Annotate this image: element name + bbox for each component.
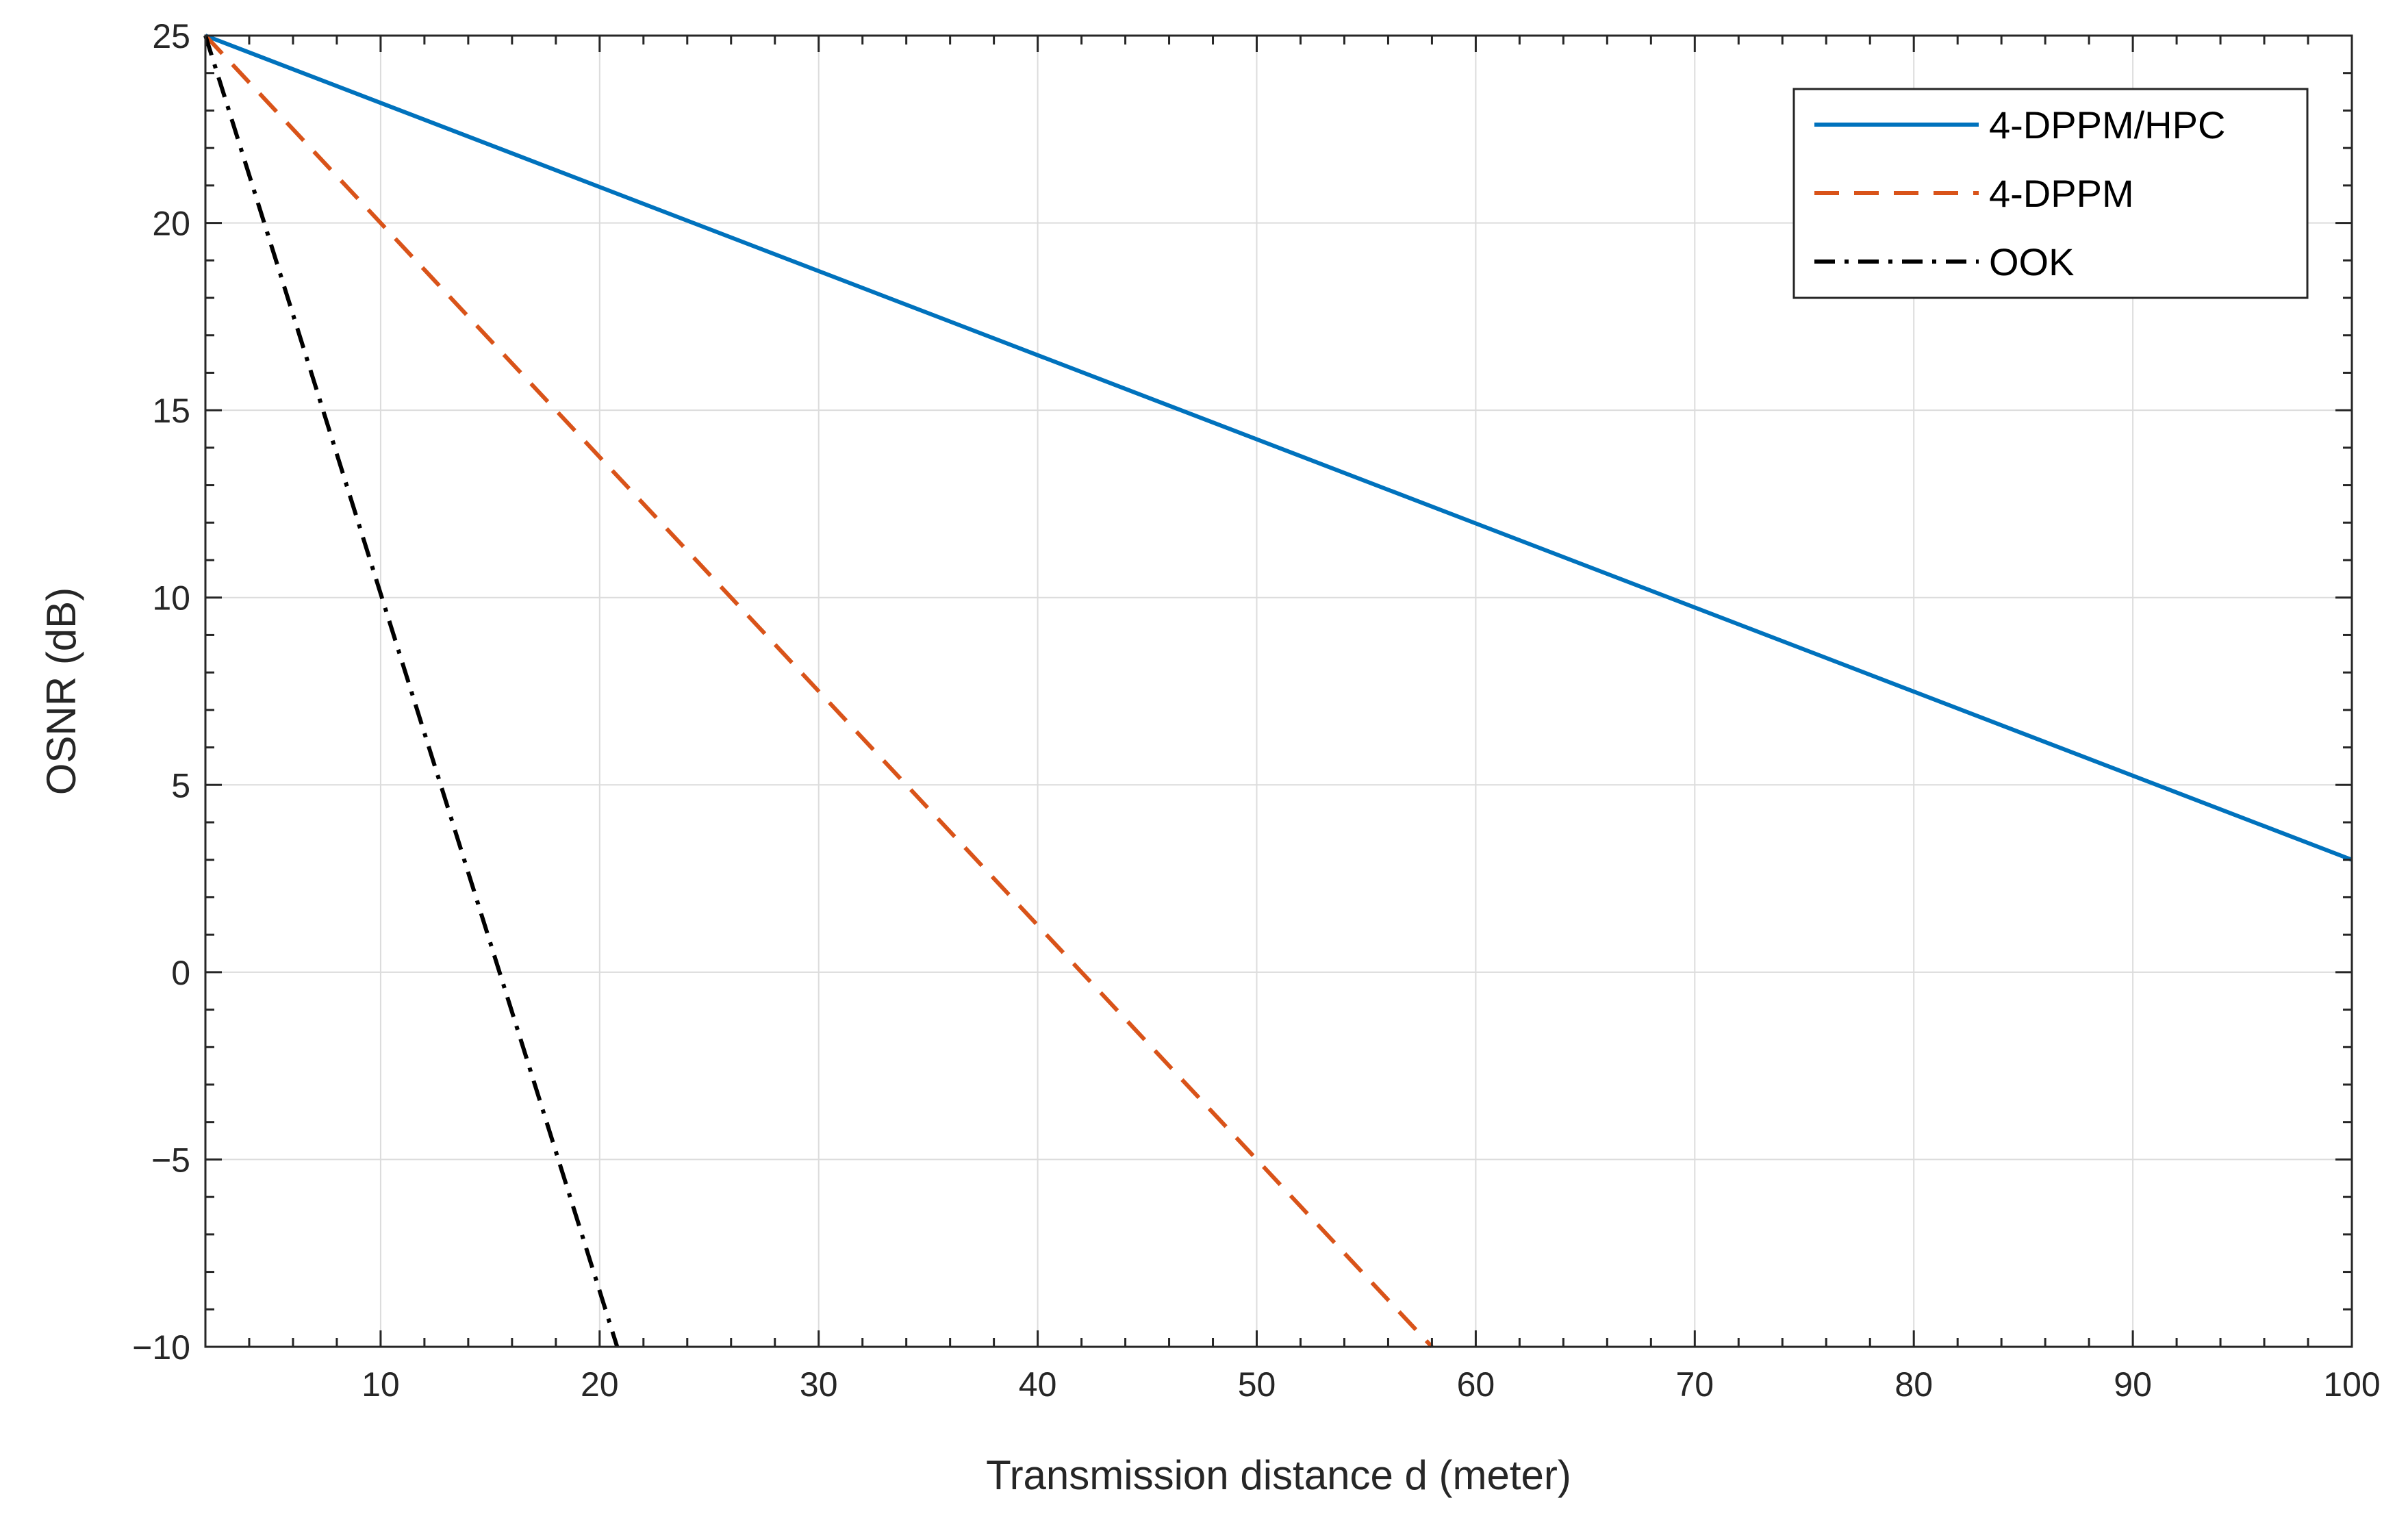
- x-tick-label-40: 40: [1019, 1365, 1057, 1404]
- legend-label-4-dppm-hpc: 4-DPPM/HPC: [1989, 103, 2225, 147]
- y-tick-label-minus-10: −10: [132, 1328, 190, 1367]
- x-tick-label-70: 70: [1675, 1365, 1714, 1404]
- x-tick-label-60: 60: [1457, 1365, 1495, 1404]
- legend: 4-DPPM/HPC 4-DPPM OOK: [1792, 88, 2309, 299]
- x-tick-label-10: 10: [362, 1365, 400, 1404]
- series-line-4-dppm-hpc: [204, 34, 2353, 862]
- y-tick-labels: −10 −5 0 5 10 15 20 25: [132, 17, 190, 1367]
- y-tick-label-minus-5: −5: [151, 1141, 190, 1179]
- x-tick-label-90: 90: [2114, 1365, 2152, 1404]
- plot-frame: [204, 34, 2353, 1348]
- y-axis-label: OSNR (dB): [38, 587, 84, 795]
- legend-box: [1792, 88, 2309, 299]
- y-tick-label-20: 20: [152, 205, 190, 243]
- y-tick-label-15: 15: [152, 392, 190, 430]
- x-tick-label-50: 50: [1238, 1365, 1276, 1404]
- series-line-ook: [203, 35, 620, 1347]
- x-tick-labels: 10 20 30 40 50 60 70 80 90 100: [362, 1365, 2381, 1404]
- x-tick-label-100: 100: [2323, 1365, 2380, 1404]
- x-tick-label-30: 30: [800, 1365, 838, 1404]
- x-tick-label-20: 20: [581, 1365, 619, 1404]
- y-tick-label-0: 0: [171, 954, 190, 992]
- y-tick-label-5: 5: [171, 766, 190, 805]
- axis-ticks: [204, 34, 2353, 1348]
- y-tick-label-25: 25: [152, 17, 190, 55]
- legend-label-ook: OOK: [1989, 240, 2074, 283]
- plot-series: [203, 34, 2353, 1349]
- series-line-4-dppm: [203, 34, 1434, 1349]
- x-axis-label: Transmission distance d (meter): [986, 1452, 1571, 1498]
- legend-label-4-dppm: 4-DPPM: [1989, 172, 2134, 215]
- x-tick-label-80: 80: [1894, 1365, 1933, 1404]
- y-tick-label-10: 10: [152, 579, 190, 618]
